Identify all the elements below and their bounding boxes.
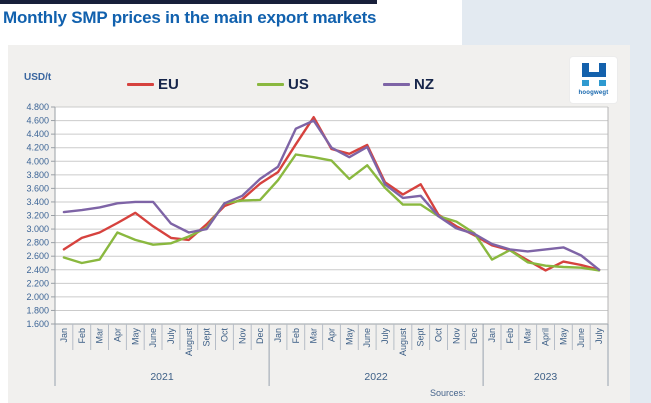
svg-text:2023: 2023 xyxy=(534,371,558,383)
svg-text:2.400: 2.400 xyxy=(26,265,49,275)
svg-text:July: July xyxy=(594,328,604,345)
svg-text:June: June xyxy=(576,328,586,348)
svg-text:May: May xyxy=(344,328,354,346)
svg-text:3.600: 3.600 xyxy=(26,183,49,193)
header-band xyxy=(0,0,462,45)
svg-text:2.200: 2.200 xyxy=(26,278,49,288)
svg-text:Oct: Oct xyxy=(220,328,230,343)
svg-text:3.800: 3.800 xyxy=(26,170,49,180)
svg-text:Dec: Dec xyxy=(469,328,479,345)
svg-text:1.800: 1.800 xyxy=(26,305,49,315)
svg-text:Feb: Feb xyxy=(505,328,515,344)
svg-text:2021: 2021 xyxy=(150,371,174,383)
svg-text:Jan: Jan xyxy=(273,328,283,343)
svg-text:August: August xyxy=(184,328,194,357)
svg-text:4.600: 4.600 xyxy=(26,116,49,126)
page-title: Monthly SMP prices in the main export ma… xyxy=(3,8,377,27)
legend-swatch-eu xyxy=(127,83,154,86)
svg-text:2022: 2022 xyxy=(364,371,388,383)
svg-text:2.800: 2.800 xyxy=(26,238,49,248)
header-accent-bar xyxy=(0,0,377,4)
svg-text:Feb: Feb xyxy=(291,328,301,344)
y-axis-unit-label: USD/t xyxy=(24,72,52,83)
svg-text:1.600: 1.600 xyxy=(26,319,49,329)
hoogwegt-logo: hoogwegt xyxy=(570,57,617,103)
svg-text:4.800: 4.800 xyxy=(26,102,49,112)
svg-text:Nov: Nov xyxy=(237,328,247,345)
svg-text:June: June xyxy=(362,328,372,348)
svg-text:Feb: Feb xyxy=(77,328,87,344)
svg-text:3.200: 3.200 xyxy=(26,211,49,221)
svg-text:July: July xyxy=(380,328,390,345)
svg-text:Apr: Apr xyxy=(327,328,337,342)
svg-text:May: May xyxy=(558,328,568,346)
svg-text:Apr: Apr xyxy=(112,328,122,342)
svg-text:Mar: Mar xyxy=(309,328,319,344)
svg-text:4.200: 4.200 xyxy=(26,143,49,153)
svg-text:June: June xyxy=(148,328,158,348)
legend-swatch-us xyxy=(257,83,284,86)
legend-label-nz: NZ xyxy=(414,76,434,93)
sources-label: Sources: xyxy=(430,388,466,398)
svg-text:4.000: 4.000 xyxy=(26,156,49,166)
svg-text:Dec: Dec xyxy=(255,328,265,345)
svg-text:July: July xyxy=(166,328,176,345)
svg-text:Mar: Mar xyxy=(95,328,105,344)
left-margin-strip xyxy=(0,45,8,403)
svg-text:Jan: Jan xyxy=(59,328,69,343)
legend-label-us: US xyxy=(288,76,309,93)
svg-text:4.400: 4.400 xyxy=(26,129,49,139)
svg-text:Oct: Oct xyxy=(434,328,444,343)
svg-text:Nov: Nov xyxy=(451,328,461,345)
svg-text:3.400: 3.400 xyxy=(26,197,49,207)
svg-text:3.000: 3.000 xyxy=(26,224,49,234)
svg-text:May: May xyxy=(130,328,140,346)
svg-text:2.000: 2.000 xyxy=(26,292,49,302)
legend-label-eu: EU xyxy=(158,76,179,93)
svg-text:April: April xyxy=(541,328,551,346)
svg-text:August: August xyxy=(398,328,408,357)
svg-text:Mar: Mar xyxy=(523,328,533,344)
hoogwegt-h-icon xyxy=(581,63,606,86)
svg-text:Jan: Jan xyxy=(487,328,497,343)
svg-text:2.600: 2.600 xyxy=(26,251,49,261)
svg-text:Sept: Sept xyxy=(202,328,212,347)
hoogwegt-logo-text: hoogwegt xyxy=(578,90,609,96)
legend-swatch-nz xyxy=(383,83,410,86)
svg-text:Sept: Sept xyxy=(416,328,426,347)
